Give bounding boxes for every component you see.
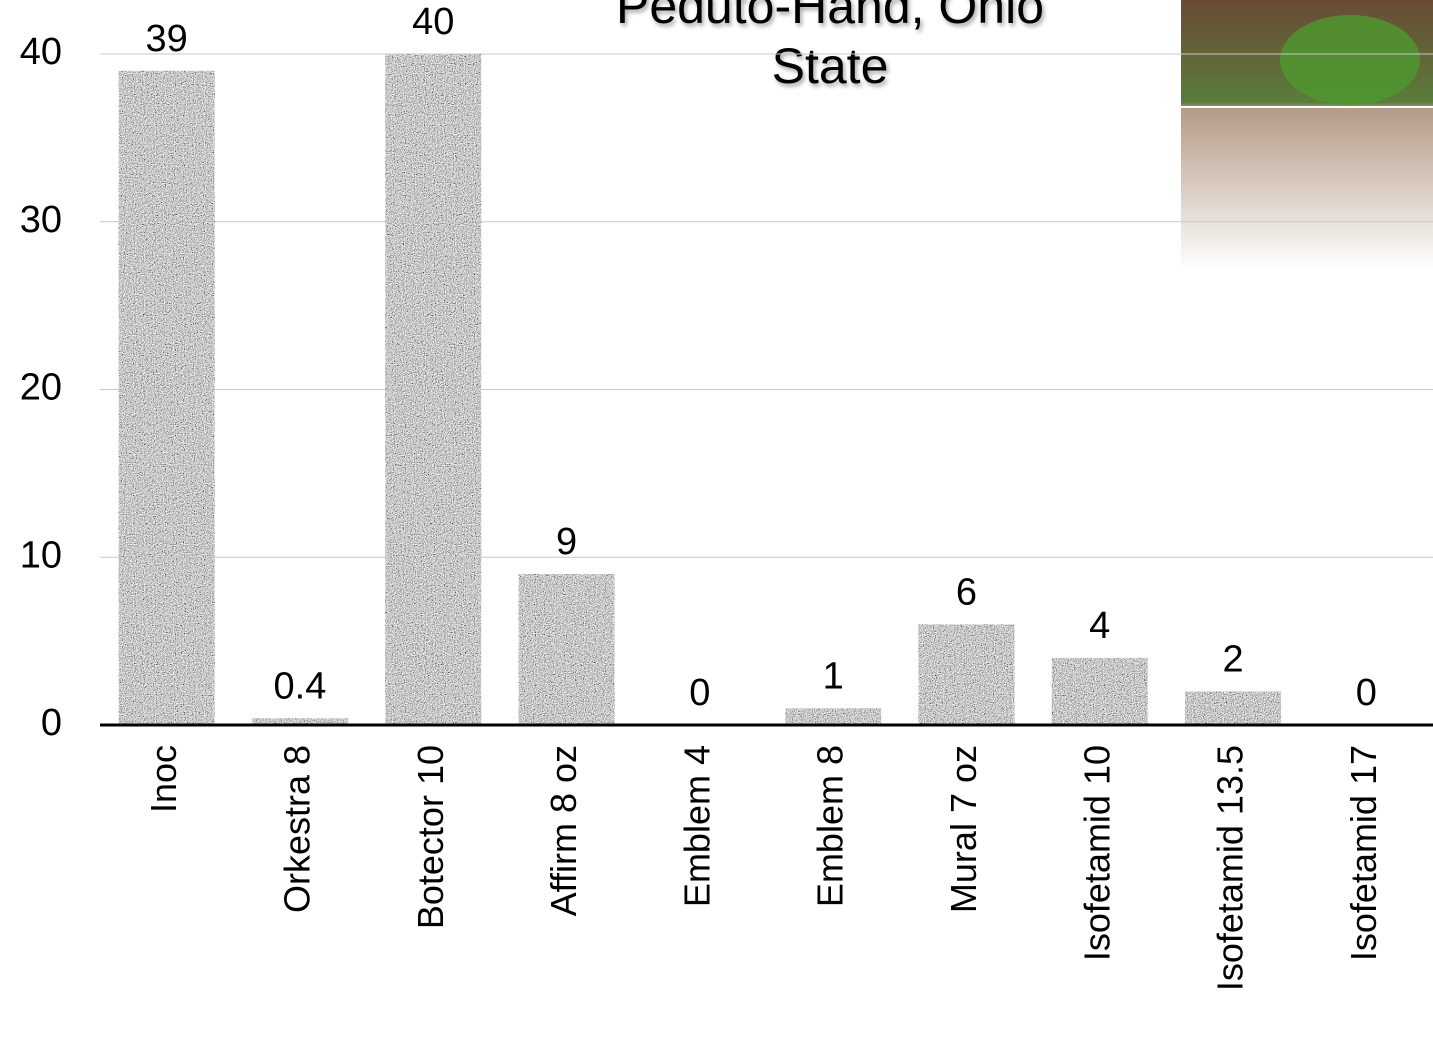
y-tick-label: 10 — [20, 534, 62, 576]
y-tick-label: 30 — [20, 199, 62, 241]
data-label: 2 — [1222, 638, 1243, 680]
chart-title: Peduto-Hand, Ohio State — [616, 0, 1044, 94]
y-tick-label: 0 — [41, 702, 62, 744]
x-tick-label: Isofetamid 17 — [1343, 745, 1384, 961]
bar — [1185, 691, 1282, 725]
x-tick-label: Botector 10 — [410, 745, 451, 929]
bar — [518, 574, 615, 725]
x-tick-label: Isofetamid 10 — [1076, 745, 1117, 961]
data-label: 0 — [689, 672, 710, 714]
x-tick-label: Emblem 4 — [676, 745, 717, 907]
bar — [251, 718, 348, 725]
bar — [118, 70, 215, 725]
x-tick-label: Orkestra 8 — [276, 745, 317, 913]
bar — [918, 624, 1015, 725]
x-tick-label: Emblem 8 — [810, 745, 851, 907]
x-tick-label: Affirm 8 oz — [543, 745, 584, 916]
data-label: 40 — [412, 1, 454, 43]
data-label: 0.4 — [274, 665, 327, 707]
y-tick-label: 20 — [20, 367, 62, 409]
data-label: 6 — [956, 571, 977, 613]
x-tick-label: Isofetamid 13.5 — [1210, 745, 1251, 991]
title-line: Peduto-Hand, Ohio — [616, 0, 1044, 34]
data-label: 0 — [1356, 672, 1377, 714]
bar — [785, 708, 882, 725]
y-tick-label: 40 — [20, 31, 62, 73]
bar — [1051, 657, 1148, 725]
bar — [385, 54, 482, 725]
data-label: 9 — [556, 521, 577, 563]
data-label: 1 — [823, 655, 844, 697]
x-tick-label: Mural 7 oz — [943, 745, 984, 913]
photo-leaf — [1280, 15, 1420, 105]
x-tick-label: Inoc — [143, 745, 184, 813]
title-line: State — [772, 38, 889, 94]
data-label: 39 — [146, 18, 188, 60]
data-label: 4 — [1089, 605, 1110, 647]
